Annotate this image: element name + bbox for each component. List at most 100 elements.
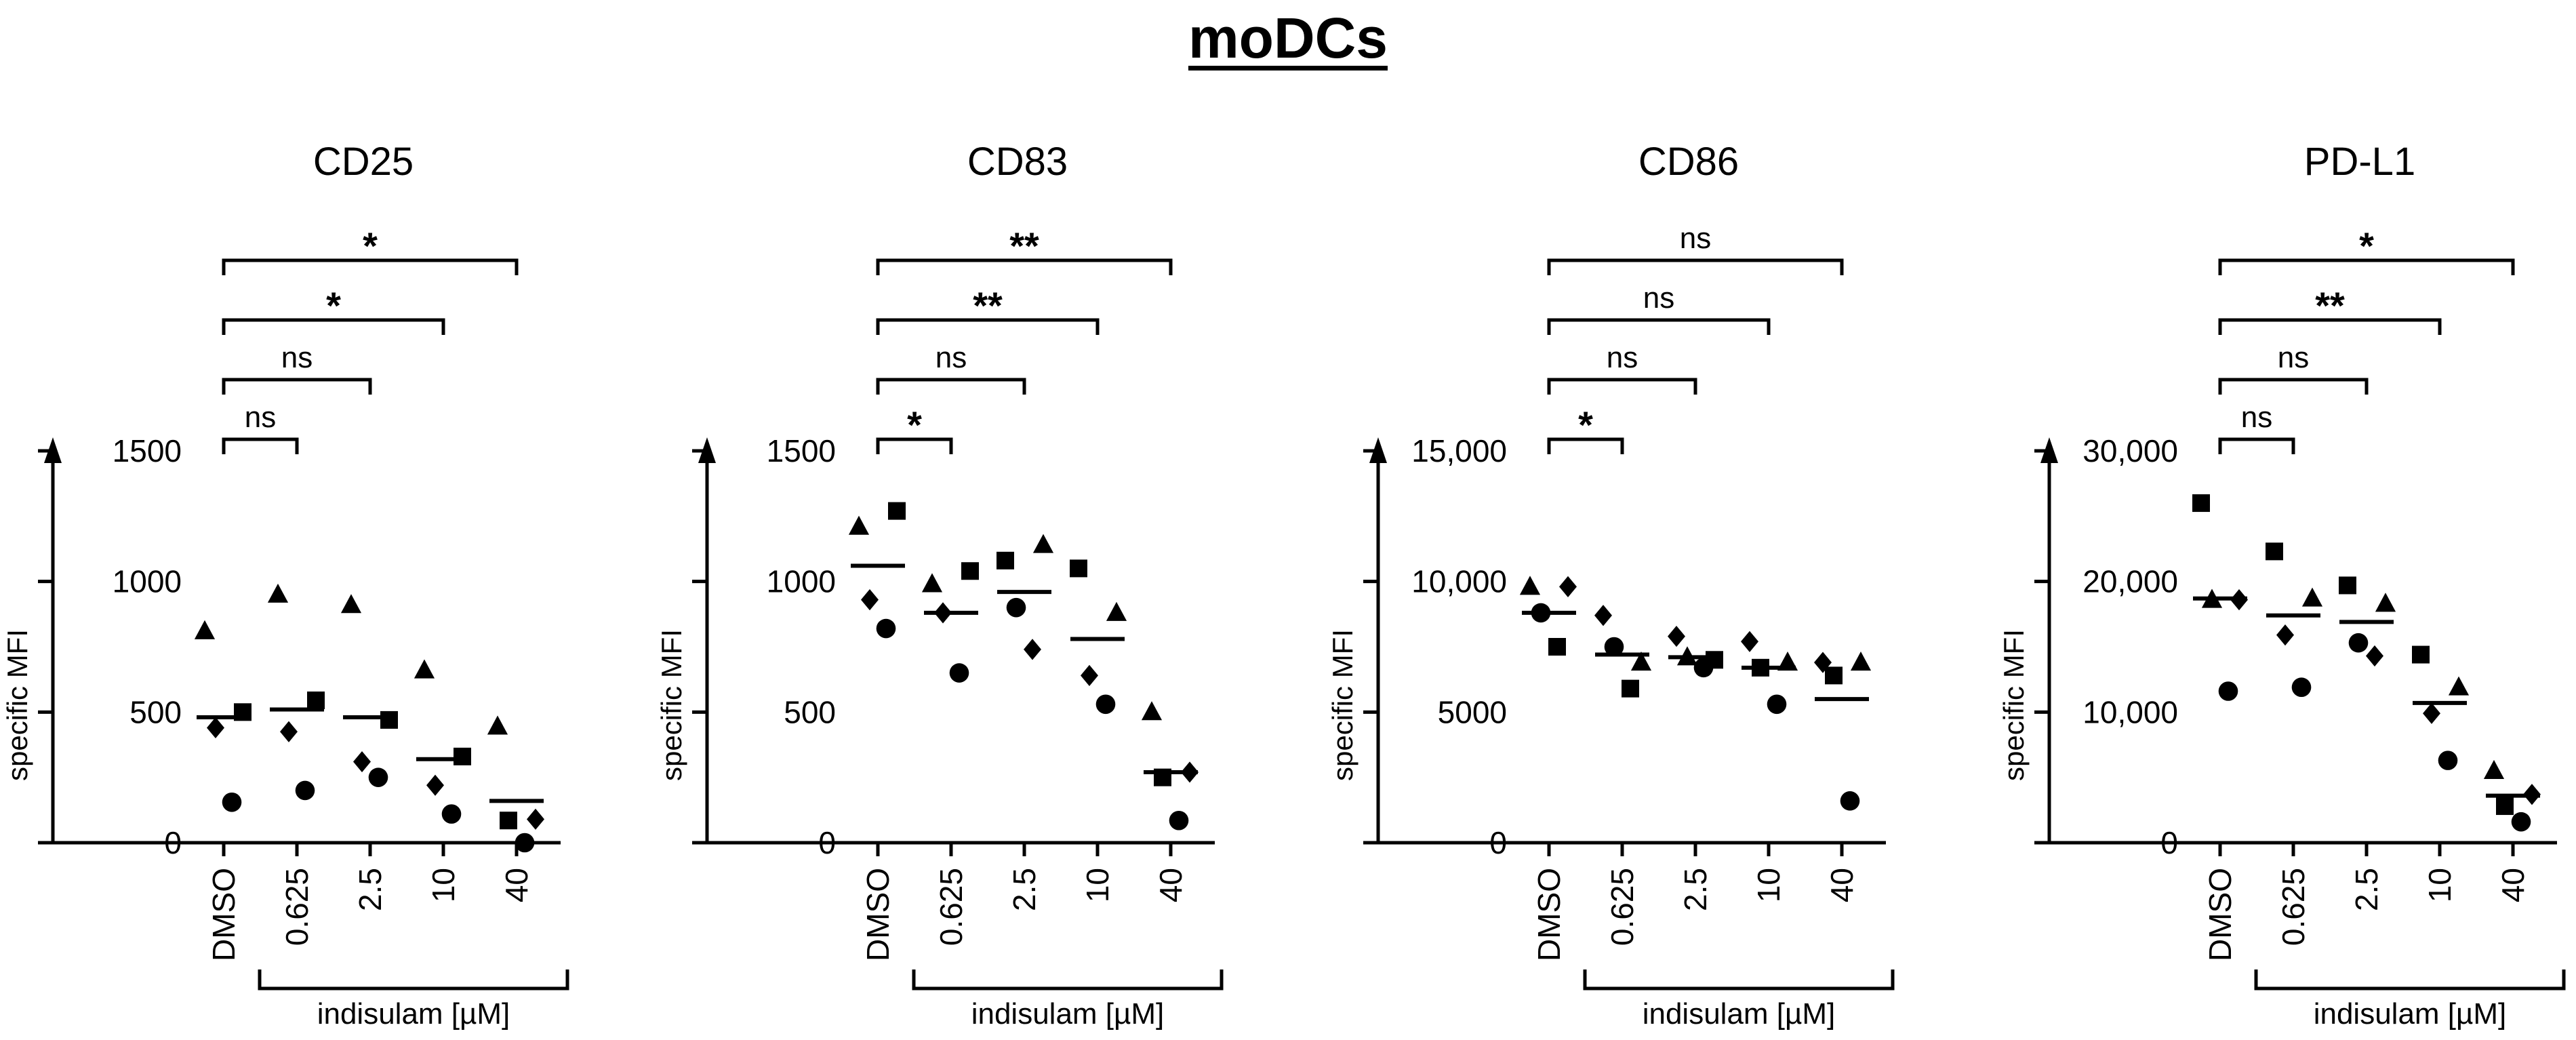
- diamond-point: [1594, 605, 1612, 626]
- significance-bracket: [876, 378, 1026, 395]
- x-tick-label: 0.625: [1605, 868, 1640, 946]
- x-tick-label: 0.625: [933, 868, 969, 946]
- significance-bracket: [222, 318, 445, 335]
- circle-point: [876, 618, 896, 639]
- x-tick-label: DMSO: [2202, 868, 2238, 961]
- chart-cd25: CD25 0 500 1000 1500 specific MFI DMSO 0.625 2.5…: [1, 140, 569, 1031]
- y-tick-label: 1500: [767, 433, 836, 468]
- group-bracket: [258, 969, 569, 991]
- significance-label: ns: [245, 401, 276, 434]
- x-tick-label: 2.5: [2349, 868, 2384, 911]
- square-point: [2496, 797, 2514, 816]
- x-tick-label: 40: [2495, 868, 2531, 902]
- significance-bracket: [2218, 437, 2295, 454]
- diamond-point: [426, 774, 444, 796]
- x-tick-label: 2.5: [1678, 868, 1713, 911]
- x-tick-label: DMSO: [206, 868, 241, 961]
- panel-cd86: CD86 0 5000 10,000 15,000 specific MFI DMSO 0.6…: [1325, 0, 1969, 1040]
- y-tick-label: 0: [2160, 825, 2178, 860]
- diamond-point: [527, 808, 544, 830]
- y-tick-label: 10,000: [2082, 694, 2178, 729]
- diamond-point: [1559, 576, 1577, 597]
- significance-label: ns: [1607, 341, 1638, 374]
- x-axis-title: indisulam [µM]: [2314, 997, 2507, 1031]
- significance-label: *: [907, 403, 922, 446]
- significance-bracket: [876, 318, 1100, 335]
- y-tick-label: 0: [1489, 825, 1507, 860]
- circle-point: [295, 780, 315, 801]
- group-bracket: [1583, 969, 1895, 991]
- square-point: [888, 502, 906, 520]
- triangle-point: [2483, 759, 2505, 779]
- y-tick-label: 10,000: [1411, 564, 1507, 599]
- significance-bracket: [2218, 378, 2369, 395]
- significance-bracket: [2218, 318, 2442, 335]
- panel-title: PD-L1: [2304, 140, 2415, 184]
- y-axis-title: specific MFI: [656, 629, 687, 781]
- y-tick-label: 5000: [1438, 694, 1507, 729]
- circle-point: [368, 767, 388, 787]
- y-axis-title: specific MFI: [1327, 629, 1359, 781]
- square-point: [2266, 542, 2283, 561]
- triangle-point: [2448, 676, 2470, 696]
- significance-label: **: [973, 284, 1003, 327]
- x-tick-label: DMSO: [860, 868, 895, 961]
- diamond-point: [280, 721, 298, 742]
- circle-point: [515, 833, 535, 853]
- triangle-point: [848, 515, 870, 535]
- triangle-point: [2375, 593, 2396, 612]
- significance-label: ns: [935, 341, 967, 374]
- triangle-point: [1850, 652, 1872, 671]
- y-tick-label: 0: [164, 825, 182, 860]
- square-point: [1548, 638, 1566, 656]
- significance-label: ns: [1643, 281, 1674, 315]
- y-tick-label: 20,000: [2082, 564, 2178, 599]
- x-tick-label: 2.5: [1007, 868, 1042, 911]
- x-tick-label: 10: [1751, 868, 1786, 902]
- diamond-point: [1024, 639, 1041, 660]
- square-point: [2192, 494, 2210, 513]
- significance-label: ns: [1680, 222, 1711, 255]
- circle-point: [1169, 810, 1189, 831]
- y-tick-label: 500: [129, 694, 182, 729]
- y-tick-label: 0: [818, 825, 836, 860]
- circle-point: [1006, 597, 1026, 618]
- diamond-point: [207, 717, 224, 739]
- chart-pd-l1: PD-L1 0 10,000 20,000 30,000 specific MFI DMSO…: [1998, 140, 2566, 1031]
- y-tick-label: 15,000: [1411, 433, 1507, 468]
- significance-label: ns: [2278, 341, 2309, 374]
- diamond-point: [2276, 624, 2294, 646]
- triangle-point: [487, 715, 508, 735]
- panel-title: CD25: [313, 140, 414, 184]
- significance-label: *: [2359, 224, 2374, 267]
- square-point: [997, 551, 1014, 569]
- x-tick-label: 10: [1080, 868, 1115, 902]
- diamond-point: [1081, 664, 1098, 686]
- circle-point: [2348, 633, 2369, 653]
- significance-bracket: [876, 437, 953, 454]
- chart-cd86: CD86 0 5000 10,000 15,000 specific MFI DMSO 0.6…: [1327, 140, 1895, 1031]
- circle-point: [1095, 694, 1116, 715]
- diamond-point: [1741, 631, 1758, 652]
- x-tick-label: 0.625: [2276, 868, 2311, 946]
- x-axis-title: indisulam [µM]: [1643, 997, 1836, 1031]
- x-axis-title: indisulam [µM]: [971, 997, 1165, 1031]
- chart-cd83: CD83 0 500 1000 1500 specific MFI DMSO 0.625 2.5…: [656, 140, 1224, 1031]
- significance-label: **: [1009, 224, 1039, 267]
- triangle-point: [267, 583, 289, 603]
- x-tick-label: 10: [426, 868, 461, 902]
- panel-pd-l1: PD-L1 0 10,000 20,000 30,000 specific MFI DMSO…: [1996, 0, 2576, 1040]
- square-point: [454, 747, 471, 765]
- group-bracket: [912, 969, 1224, 991]
- diamond-point: [353, 751, 371, 773]
- diamond-point: [1668, 625, 1685, 647]
- square-point: [1622, 679, 1639, 698]
- square-point: [1070, 559, 1087, 578]
- square-point: [1825, 666, 1843, 685]
- circle-point: [949, 663, 969, 683]
- x-tick-label: 10: [2422, 868, 2457, 902]
- significance-bracket: [1547, 258, 1844, 275]
- circle-point: [2218, 681, 2238, 701]
- x-tick-label: 2.5: [353, 868, 388, 911]
- circle-point: [441, 804, 462, 824]
